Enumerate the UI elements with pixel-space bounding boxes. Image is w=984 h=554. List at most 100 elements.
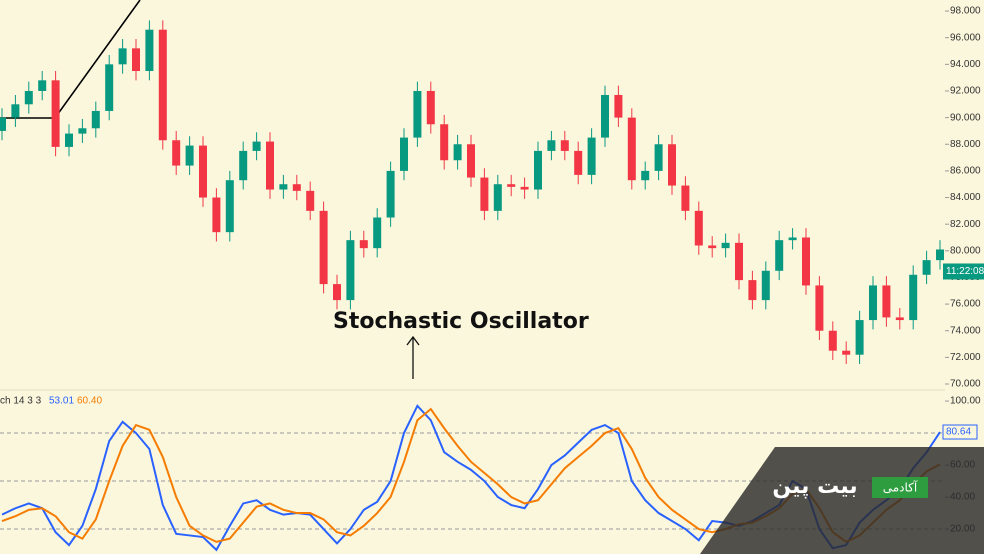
candle-body [534, 150, 542, 190]
candle-body [65, 133, 73, 147]
candle-body [0, 117, 6, 131]
candle-body [212, 197, 221, 233]
candle-body [158, 29, 167, 141]
candle-body [507, 184, 516, 187]
annotation: Stochastic Oscillator [333, 309, 589, 334]
price-timer: 11:22:08 [946, 266, 984, 277]
candle-body [735, 242, 743, 281]
candle-body [936, 249, 944, 261]
candle-body [118, 48, 127, 65]
candle-body [520, 186, 529, 190]
candle-body [24, 90, 33, 105]
logo-backdrop [700, 447, 984, 554]
candle-body [386, 170, 395, 218]
candle-body [909, 274, 918, 321]
candle-body [279, 184, 288, 190]
arrow-head [406, 335, 420, 346]
candle-body [855, 320, 864, 355]
candle-body [869, 285, 877, 321]
candle-body [681, 185, 690, 211]
candle-body [614, 94, 623, 118]
candle-body [922, 260, 931, 275]
candle-body [413, 90, 422, 138]
candle-body [132, 48, 140, 71]
candle-body [252, 141, 261, 151]
candle-body [788, 237, 797, 241]
y-tick-label: 92.000 [950, 86, 981, 97]
candle-body [815, 285, 824, 331]
candle-body [292, 184, 301, 191]
y-tick-label: 80.000 [950, 245, 981, 256]
candle-body [587, 137, 596, 175]
candle-body [239, 150, 248, 181]
candle-body [654, 144, 663, 171]
candle-body [11, 104, 20, 118]
candle-body [708, 245, 717, 249]
candle-body [627, 117, 636, 181]
candle-body [694, 210, 703, 246]
y-tick-label: 100.00 [950, 396, 981, 407]
candle-body [775, 240, 784, 271]
legend-value: 53.01 [49, 396, 74, 407]
y-tick-label: 96.000 [950, 32, 981, 43]
candle-body [560, 140, 569, 151]
candle-body [333, 284, 341, 301]
logo-brand: بیت پین [772, 474, 857, 499]
y-tick-label: 74.000 [950, 325, 981, 336]
y-tick-label: 84.000 [950, 192, 981, 203]
candle-body [802, 237, 810, 286]
last-value-box [942, 424, 978, 440]
candle-body [185, 145, 194, 166]
candle-body [493, 184, 502, 211]
candle-body [547, 140, 556, 151]
candle-body [761, 270, 770, 301]
candle-body [440, 124, 449, 161]
legend-value: 60.40 [77, 396, 102, 407]
price-timer-box [943, 263, 984, 280]
candle-body [748, 280, 757, 301]
logo: بیت پین آکادمی [700, 447, 984, 554]
y-tick-label: 86.000 [950, 166, 981, 177]
candle-body [266, 141, 274, 190]
y-tick-label: 76.000 [950, 299, 981, 310]
y-tick-label: 88.000 [950, 139, 981, 150]
candle-body [172, 140, 181, 166]
candle-body [895, 317, 904, 321]
price-panel: 70.00072.00074.00076.00078.00080.00082.0… [0, 6, 984, 390]
candle-body [199, 145, 207, 198]
candle-body [38, 80, 47, 91]
candle-body [105, 64, 114, 111]
y-tick-label: 70.000 [950, 379, 981, 390]
candle-body [842, 350, 851, 355]
y-tick-label: 94.000 [950, 59, 981, 70]
candle-body [225, 180, 234, 233]
candle-body [359, 240, 368, 249]
candle-body [426, 90, 435, 125]
candle-body [51, 80, 60, 147]
candle-body [467, 144, 475, 178]
logo-badge-box [872, 477, 928, 498]
legend-label: ch 14 3 3 [0, 396, 42, 407]
candle-body [145, 29, 154, 71]
candle-body [319, 210, 328, 285]
logo-badge: آکادمی [883, 480, 918, 495]
y-tick-label: 72.000 [950, 352, 981, 363]
last-value: 80.64 [946, 427, 971, 438]
candle-body [346, 240, 355, 301]
candle-body [641, 170, 650, 181]
candle-body [668, 144, 676, 186]
candle-body [882, 285, 891, 318]
candle-body [480, 177, 489, 211]
candle-body [91, 110, 100, 129]
candle-body [306, 190, 315, 211]
candle-body [828, 330, 837, 351]
candle-body [400, 137, 408, 171]
candle-body [453, 144, 462, 161]
candle-body [373, 217, 382, 249]
candle-body [721, 242, 730, 249]
y-tick-label: 90.000 [950, 112, 981, 123]
candle-body [574, 150, 583, 175]
y-tick-label: 82.000 [950, 219, 981, 230]
candle-body [601, 94, 609, 138]
